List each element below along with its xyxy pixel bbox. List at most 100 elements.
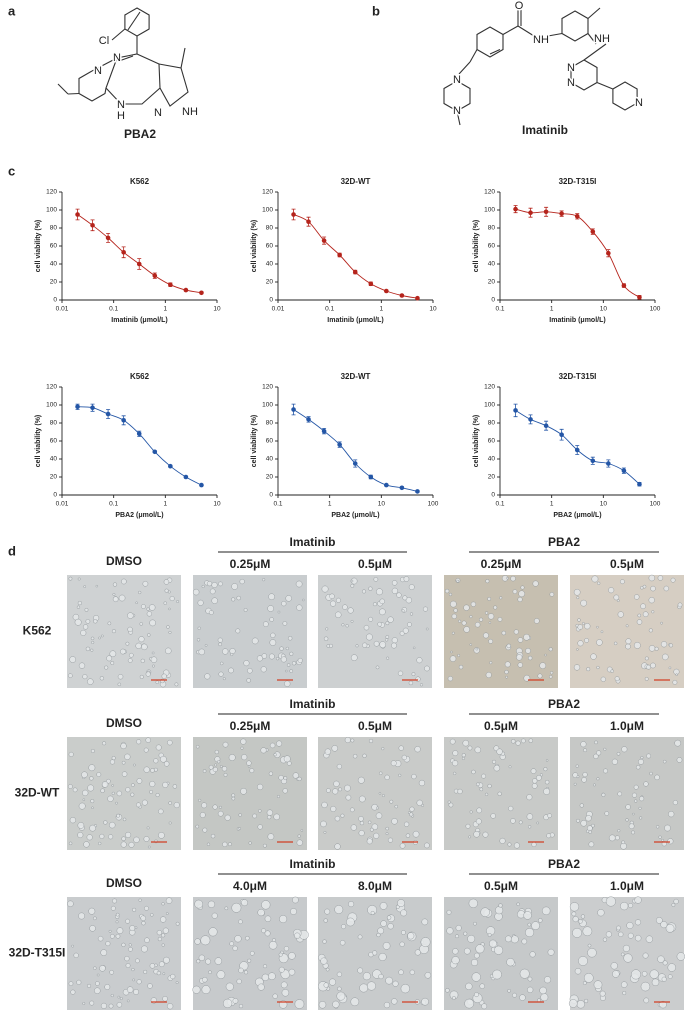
cell (344, 784, 351, 792)
cell (240, 746, 244, 750)
data-point (152, 449, 158, 455)
cell (68, 751, 74, 757)
cell (608, 834, 616, 842)
cell (276, 794, 281, 799)
cell (541, 906, 551, 916)
chart-title: K562 (130, 177, 150, 186)
cell (212, 766, 218, 773)
bond (78, 70, 107, 102)
cell (385, 635, 390, 639)
cell (268, 771, 274, 776)
data-point (513, 206, 518, 212)
cell (511, 739, 516, 744)
cell (581, 622, 585, 626)
cell (149, 790, 154, 794)
cell (418, 779, 426, 787)
cell (129, 925, 136, 932)
cell (424, 972, 432, 979)
cell (376, 588, 383, 596)
cell (350, 824, 357, 831)
cell (573, 588, 581, 596)
cell (640, 603, 646, 610)
cell (531, 783, 538, 789)
column-label: 0.5μM (484, 719, 518, 733)
cell (644, 656, 649, 661)
cell (128, 652, 134, 658)
x-tick-label: 0.1 (325, 306, 334, 313)
y-tick-label: 80 (50, 420, 58, 427)
micrograph (317, 897, 432, 1010)
cell (196, 959, 201, 964)
cell (141, 921, 146, 926)
cell (591, 575, 599, 583)
cell (218, 805, 222, 809)
cell (245, 935, 250, 941)
cell (494, 945, 504, 955)
cell (143, 969, 148, 974)
cell (481, 1003, 488, 1010)
cell (667, 838, 674, 845)
cell (231, 902, 242, 913)
cell (206, 842, 211, 846)
cell (70, 989, 76, 995)
cell (463, 626, 470, 633)
y-tick-label: 120 (484, 189, 495, 196)
cell (93, 619, 98, 624)
cell (108, 929, 112, 933)
cell (163, 761, 170, 767)
cell (415, 676, 421, 682)
cell (168, 821, 172, 825)
micrograph-field (444, 575, 558, 688)
column-label: 8.0μM (358, 879, 392, 893)
y-tick-label: 80 (488, 420, 496, 427)
cell (634, 934, 642, 942)
cell (251, 637, 259, 645)
cell (195, 744, 200, 749)
cell (91, 806, 94, 810)
cell (497, 617, 503, 622)
data-point (384, 288, 389, 294)
y-tick-label: 20 (488, 474, 496, 481)
cell (368, 738, 374, 744)
cell (617, 791, 623, 797)
cell (89, 1000, 95, 1006)
cell (268, 653, 275, 660)
cell (537, 673, 543, 679)
cell (208, 764, 214, 770)
cell (111, 791, 115, 795)
cell (610, 962, 618, 970)
cell (175, 921, 180, 926)
data-point (415, 489, 420, 494)
cell (243, 970, 249, 975)
x-tick-label: 0.1 (109, 501, 118, 508)
cell (232, 945, 238, 951)
cell (175, 981, 179, 985)
cell (266, 809, 274, 816)
cell (344, 736, 351, 744)
cell (492, 759, 497, 764)
cell (643, 997, 650, 1004)
cell (602, 937, 608, 942)
y-axis-label: cell viability (%) (473, 415, 480, 468)
cell (247, 667, 253, 674)
cell (596, 777, 600, 781)
cell (625, 818, 629, 822)
cell (479, 983, 485, 989)
cell (504, 661, 511, 668)
cell (323, 830, 327, 834)
cell (544, 653, 547, 657)
data-point (637, 481, 642, 487)
cell (326, 644, 330, 648)
data-point (590, 229, 596, 234)
cell (622, 990, 627, 996)
x-axis-label: Imatinib (μmol/L) (327, 317, 383, 324)
cell (247, 765, 251, 768)
cell (117, 682, 122, 687)
cell (386, 656, 390, 660)
cell (362, 972, 371, 981)
cell (361, 589, 367, 594)
cell (156, 970, 161, 976)
cell (512, 992, 517, 998)
data-point (528, 417, 533, 422)
panel-label: d (8, 543, 16, 558)
